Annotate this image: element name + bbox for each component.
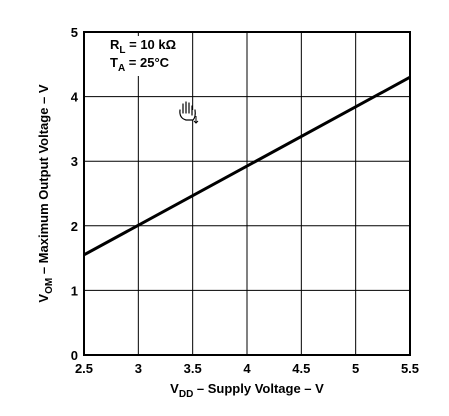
x-tick-label: 3.5 (184, 361, 202, 376)
x-tick-labels: 2.5 3 3.5 4 4.5 5 5.5 (75, 361, 419, 376)
annotation-rl: RL = 10 kΩ (110, 37, 176, 56)
x-tick-label: 4 (243, 361, 251, 376)
annotation-box (106, 36, 186, 76)
y-tick-label: 5 (71, 25, 78, 40)
hand-cursor-icon (179, 101, 199, 124)
x-tick-label: 4.5 (292, 361, 310, 376)
plot-frame (83, 31, 411, 356)
y-tick-labels: 0 1 2 3 4 5 (71, 25, 79, 363)
grid (83, 31, 411, 356)
y-tick-label: 3 (71, 154, 78, 169)
x-tick-label: 5.5 (401, 361, 419, 376)
y-tick-label: 2 (71, 219, 78, 234)
x-tick-label: 5 (352, 361, 359, 376)
x-axis-label: VDD – Supply Voltage – V (170, 381, 324, 400)
annotation-ta: TA = 25°C (110, 55, 170, 74)
y-tick-label: 0 (71, 348, 78, 363)
x-tick-label: 3 (135, 361, 142, 376)
series-line (83, 75, 411, 257)
y-axis-label: VOM – Maximum Output Voltage – V (36, 84, 55, 302)
y-tick-label: 4 (71, 90, 79, 105)
y-tick-label: 1 (71, 283, 78, 298)
series-layer (83, 75, 411, 257)
x-tick-label: 2.5 (75, 361, 93, 376)
